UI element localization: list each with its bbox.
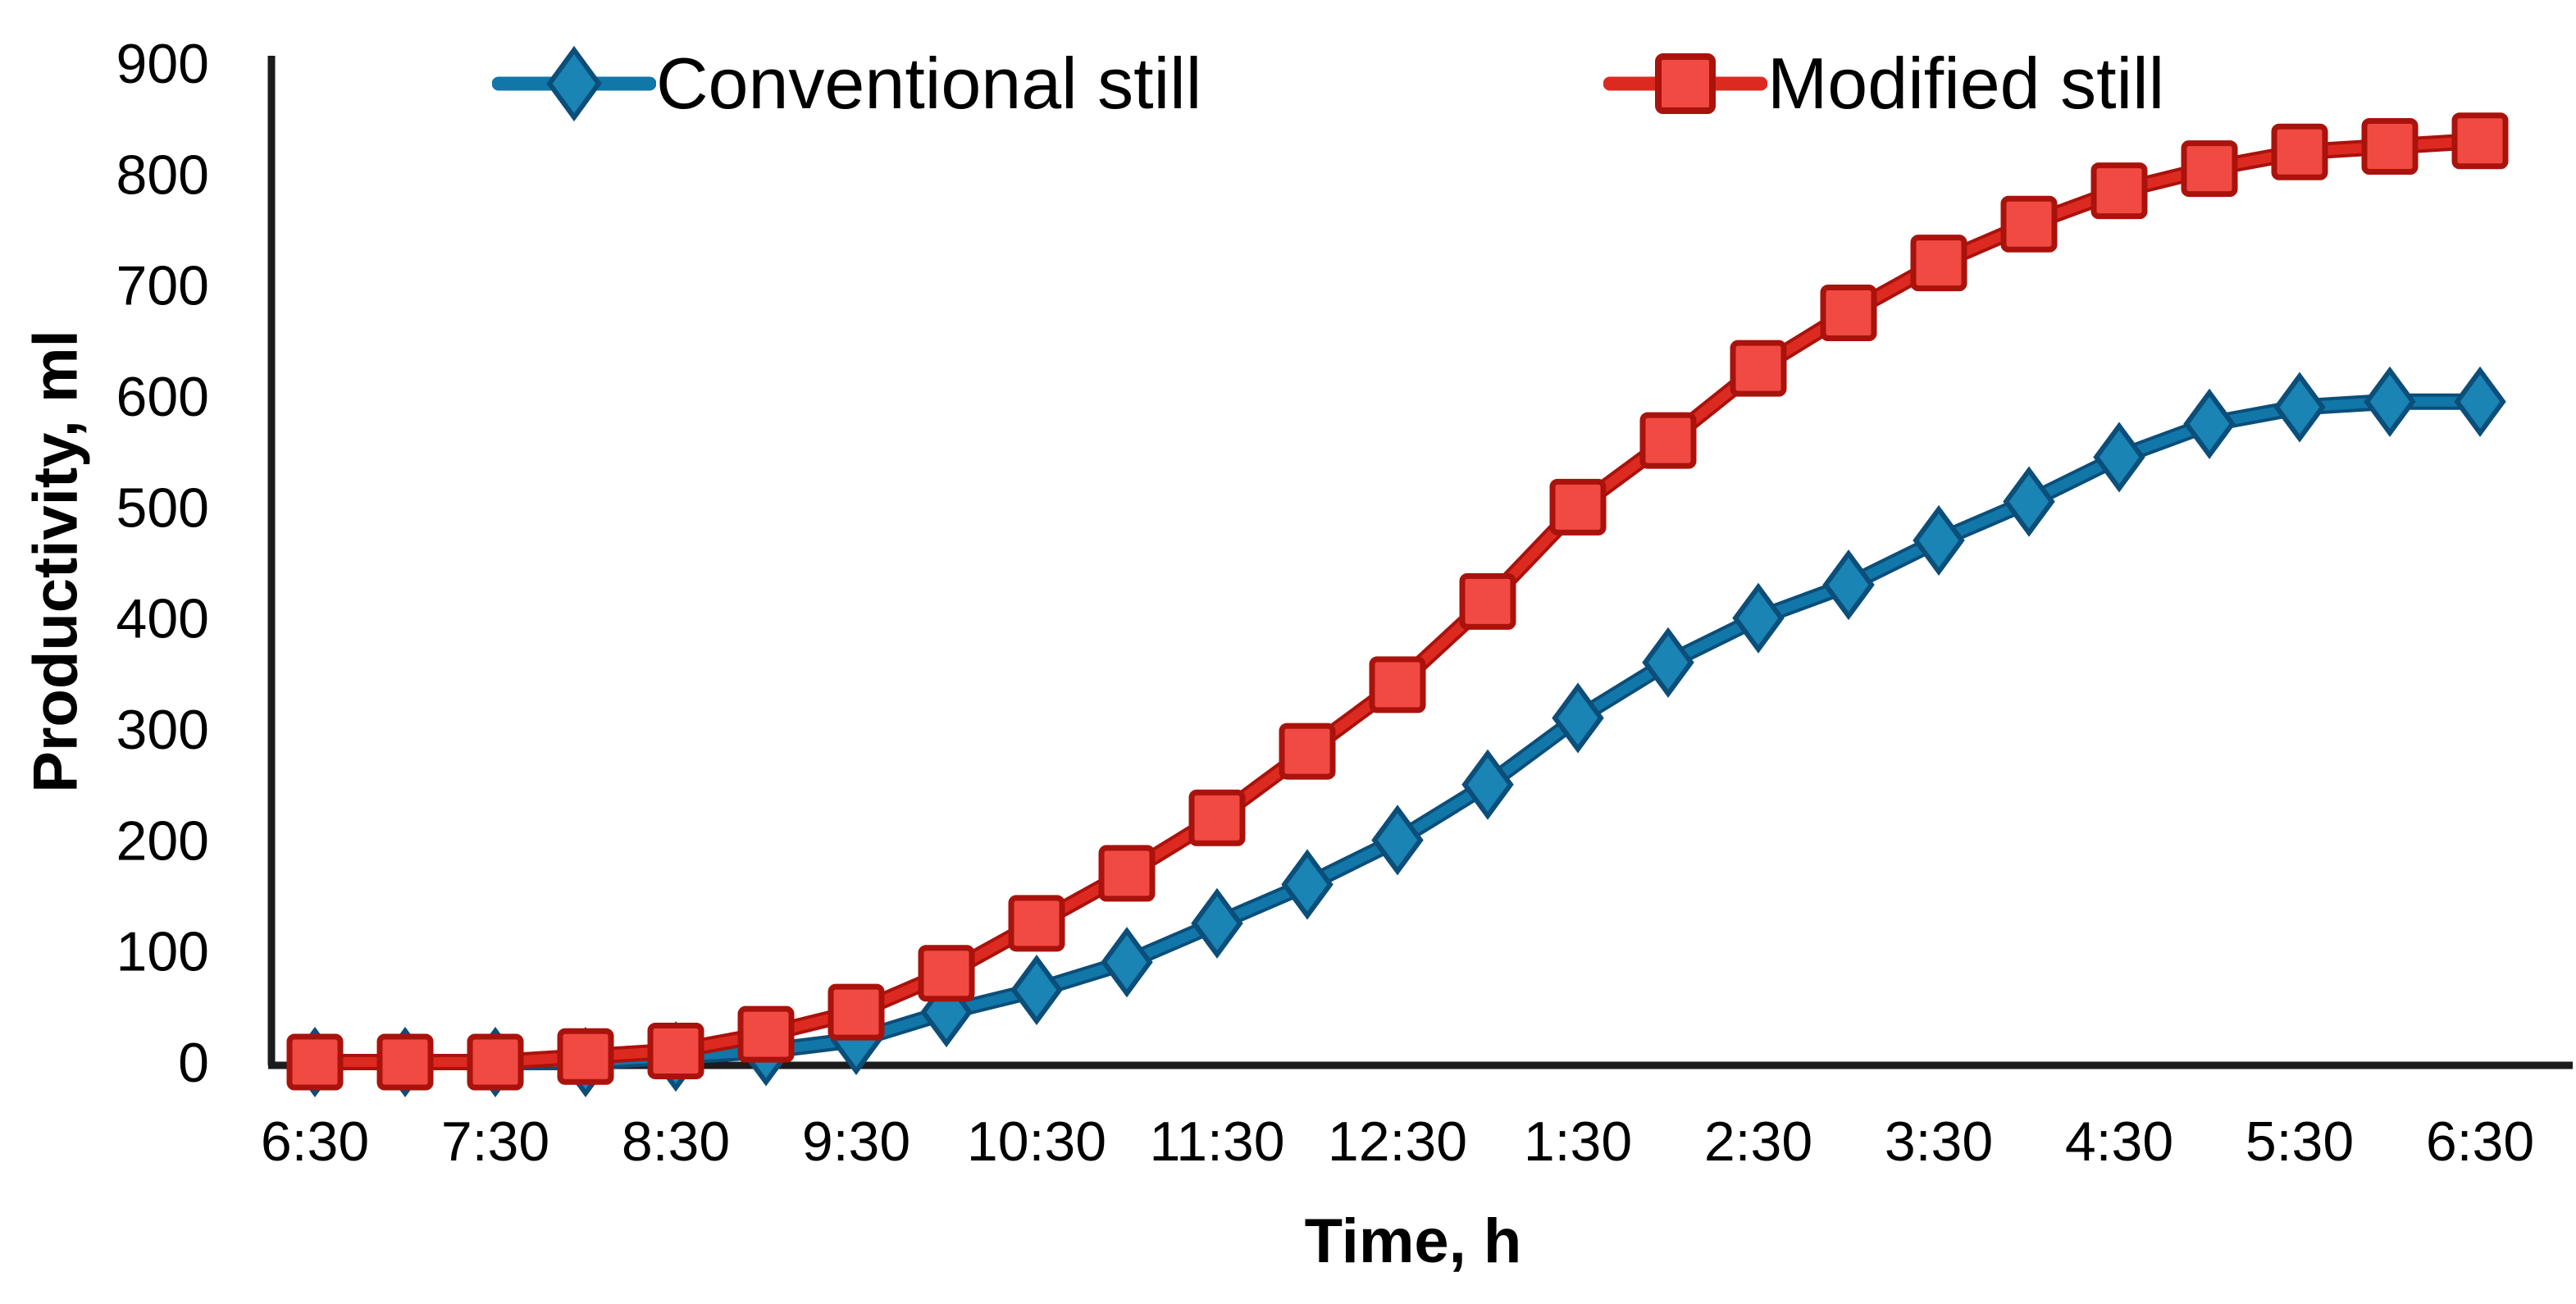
series-line-outline-0 (307, 393, 2488, 1070)
y-tick-label: 400 (116, 588, 209, 650)
x-tick-label: 9:30 (802, 1110, 910, 1173)
series-line-outline-1 (307, 132, 2488, 1070)
data-point-square (467, 1033, 524, 1091)
y-tick-label: 200 (116, 809, 209, 872)
data-point-square (1279, 723, 1336, 780)
x-axis-title: Time, h (1304, 1206, 1522, 1276)
y-tick-label: 500 (116, 476, 209, 539)
data-point-diamond (2183, 388, 2236, 459)
data-point-square (286, 1033, 344, 1091)
x-tick-label: 8:30 (622, 1110, 730, 1173)
x-tick-label: 1:30 (1524, 1110, 1632, 1173)
data-point-square (828, 983, 885, 1041)
data-point-square (1369, 656, 1426, 714)
data-point-square (2181, 140, 2238, 198)
data-point-square (2090, 162, 2148, 220)
y-tick-label: 0 (178, 1032, 209, 1094)
data-point-square (1639, 412, 1697, 469)
x-tick-label: 5:30 (2245, 1110, 2354, 1173)
legend-item-conventional: Conventional still (492, 43, 1201, 125)
data-point-square (1910, 235, 1967, 292)
y-tick-label: 800 (116, 144, 209, 206)
data-point-diamond (1281, 849, 1334, 920)
data-point-square (376, 1033, 434, 1091)
data-point-diamond (2364, 366, 2416, 437)
data-point-square (1459, 572, 1516, 630)
data-point-square (737, 1005, 795, 1063)
x-tick-label: 4:30 (2065, 1110, 2173, 1173)
data-point-square (1188, 789, 1246, 846)
series-line-0 (310, 396, 2485, 1067)
data-point-square (557, 1028, 614, 1085)
x-tick-label: 10:30 (967, 1110, 1106, 1173)
x-tick-label: 3:30 (1885, 1110, 1993, 1173)
y-tick-label: 600 (116, 366, 209, 428)
y-tick-label: 300 (116, 699, 209, 761)
data-point-square (1098, 845, 1156, 902)
x-tick-label: 12:30 (1328, 1110, 1467, 1173)
data-point-diamond (1822, 549, 1875, 621)
conventional-still-marker-icon (492, 45, 656, 122)
x-tick-label: 6:30 (2426, 1110, 2534, 1173)
data-point-square (2451, 112, 2509, 170)
data-point-diamond (1552, 682, 1604, 754)
legend-label-modified: Modified still (1767, 43, 2165, 124)
y-tick-label: 700 (116, 255, 209, 317)
legend-label-conventional: Conventional still (656, 43, 1202, 124)
data-point-diamond (1732, 582, 1785, 654)
x-tick-label: 2:30 (1704, 1110, 1812, 1173)
x-tick-label: 11:30 (1149, 1110, 1284, 1173)
data-point-diamond (1913, 504, 1965, 576)
series-line-1 (310, 135, 2485, 1067)
data-point-diamond (1101, 927, 1153, 998)
data-point-diamond (1461, 749, 1514, 820)
data-point-diamond (2273, 372, 2326, 443)
data-point-square (2271, 123, 2328, 180)
data-point-square (918, 945, 975, 1002)
y-tick-label: 900 (116, 33, 209, 95)
data-point-diamond (2454, 366, 2506, 437)
y-axis-title: Productivity, ml (21, 330, 91, 793)
x-tick-label: 7:30 (441, 1110, 549, 1173)
chart-legend: Conventional still Modified still (0, 43, 2576, 141)
data-point-square (1549, 478, 1607, 536)
data-point-square (1730, 340, 1787, 397)
modified-still-marker-icon (1603, 53, 1767, 114)
data-point-diamond (1191, 887, 1243, 959)
data-point-square (647, 1022, 704, 1079)
data-point-diamond (1642, 627, 1694, 698)
data-point-square (2000, 195, 2058, 253)
data-point-diamond (1371, 805, 1424, 876)
x-tick-label: 6:30 (261, 1110, 369, 1173)
data-point-diamond (2093, 422, 2145, 493)
data-point-diamond (2003, 466, 2055, 537)
data-point-diamond (1010, 954, 1063, 1026)
y-tick-label: 100 (116, 921, 209, 983)
legend-item-modified: Modified still (1603, 43, 2164, 125)
data-point-square (2361, 118, 2419, 175)
data-point-square (1820, 285, 1877, 341)
data-point-square (1008, 895, 1065, 952)
